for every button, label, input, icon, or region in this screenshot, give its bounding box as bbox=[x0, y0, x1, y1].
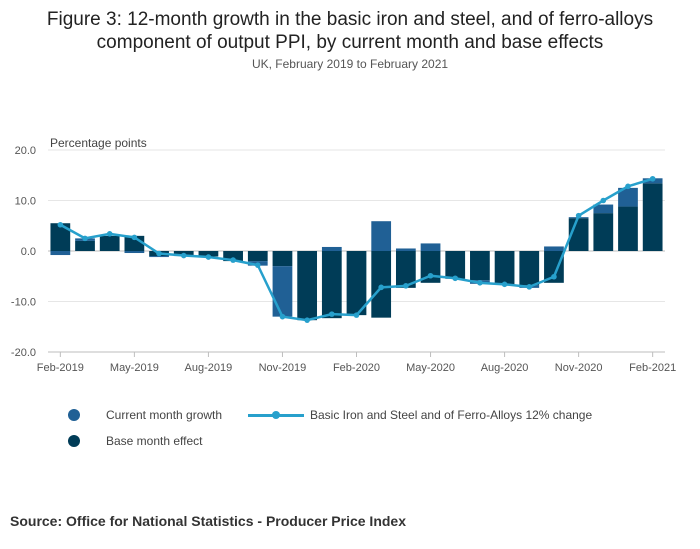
line-point bbox=[353, 312, 360, 318]
line-point bbox=[649, 175, 656, 182]
bar-current-month bbox=[593, 204, 614, 214]
legend-line-swatch bbox=[248, 411, 304, 419]
bar-base-month bbox=[618, 206, 638, 251]
line-point bbox=[254, 262, 261, 268]
legend-line-series[interactable]: Basic Iron and Steel and of Ferro-Alloys… bbox=[248, 408, 592, 422]
y-tick-label: 0.0 bbox=[21, 246, 36, 258]
legend-current-swatch bbox=[68, 409, 80, 421]
x-tick-label: Nov-2020 bbox=[555, 362, 603, 374]
bar-base-month bbox=[223, 251, 243, 262]
line-point bbox=[427, 272, 434, 279]
bar-base-month bbox=[420, 251, 441, 283]
bar-base-month bbox=[247, 251, 268, 262]
bar-base-month bbox=[470, 251, 490, 281]
bar-current-month bbox=[420, 243, 441, 251]
bar-base-month bbox=[272, 251, 293, 267]
bar-base-month bbox=[593, 213, 614, 251]
bar-base-month bbox=[445, 251, 466, 279]
y-axis-label: Percentage points bbox=[50, 136, 147, 150]
line-point bbox=[304, 317, 310, 323]
line-point bbox=[452, 275, 459, 282]
y-tick-label: -10.0 bbox=[11, 297, 36, 309]
line-point bbox=[230, 257, 236, 263]
x-tick-label: May-2020 bbox=[406, 362, 455, 374]
x-tick-label: Feb-2021 bbox=[629, 362, 676, 374]
bar-base-month bbox=[371, 251, 392, 318]
x-tick-label: Aug-2020 bbox=[481, 362, 529, 374]
line-point bbox=[82, 235, 88, 242]
line-point bbox=[600, 197, 607, 204]
line-point bbox=[180, 252, 187, 259]
line-point bbox=[156, 250, 162, 257]
legend-current-month[interactable]: Current month growth bbox=[68, 408, 222, 422]
bar-base-month bbox=[395, 251, 416, 288]
chart-title: Figure 3: 12-month growth in the basic i… bbox=[0, 8, 700, 54]
line-point bbox=[477, 280, 483, 286]
y-tick-label: 20.0 bbox=[15, 145, 36, 157]
line-point bbox=[378, 284, 384, 291]
chart-title-line-1: Figure 3: 12-month growth in the basic i… bbox=[46, 9, 654, 30]
bar-current-month bbox=[371, 221, 392, 251]
chart-title-line-2: component of output PPI, by current mont… bbox=[96, 32, 604, 53]
line-point bbox=[279, 313, 286, 320]
legend-base-label: Base month effect bbox=[106, 434, 203, 448]
line-point bbox=[131, 234, 138, 241]
y-axis-ticks: 20.0 10.0 0.0 -10.0 -20.0 bbox=[11, 145, 36, 359]
bar-base-month bbox=[642, 183, 663, 251]
bar-current-month bbox=[124, 251, 145, 254]
x-tick-label: Nov-2019 bbox=[259, 362, 307, 374]
line-point bbox=[526, 284, 533, 290]
bar-base-month bbox=[544, 251, 564, 283]
bar-base-month bbox=[519, 251, 540, 286]
x-axis: Feb-2019 May-2019 Aug-2019 Nov-2019 Feb-2020… bbox=[37, 351, 676, 374]
bar-current-month bbox=[395, 248, 416, 251]
bar-current-month bbox=[618, 187, 638, 207]
line-point bbox=[501, 281, 508, 288]
legend-base-swatch bbox=[68, 435, 80, 447]
line-point bbox=[575, 212, 582, 219]
bar-current-month bbox=[272, 266, 293, 317]
bar-current-month bbox=[321, 246, 342, 251]
line-point bbox=[329, 311, 335, 317]
source-note: Source: Office for National Statistics -… bbox=[10, 513, 406, 529]
line-point bbox=[205, 254, 212, 260]
bar-current-month bbox=[544, 246, 564, 251]
x-tick-label: Feb-2020 bbox=[333, 362, 380, 374]
line-series bbox=[57, 175, 656, 323]
legend-base-month[interactable]: Base month effect bbox=[68, 434, 203, 448]
line-point bbox=[57, 221, 64, 228]
bar-base-month bbox=[50, 223, 71, 251]
line-point bbox=[551, 273, 557, 280]
bar-current-month bbox=[50, 251, 71, 256]
bar-base-month bbox=[75, 240, 95, 251]
y-tick-label: -20.0 bbox=[11, 347, 36, 359]
legend-line-label: Basic Iron and Steel and of Ferro-Alloys… bbox=[310, 408, 593, 422]
bar-base-month bbox=[99, 235, 120, 251]
bar-base-month bbox=[297, 251, 318, 321]
bar-base-month bbox=[494, 251, 515, 285]
x-tick-label: May-2019 bbox=[110, 362, 159, 374]
line-point bbox=[625, 183, 631, 190]
bar-current-month bbox=[149, 256, 169, 258]
bar-base-month bbox=[198, 251, 219, 257]
y-tick-label: 10.0 bbox=[15, 196, 36, 208]
legend-current-label: Current month growth bbox=[106, 408, 223, 422]
bars bbox=[50, 178, 663, 321]
chart-subtitle: UK, February 2019 to February 2021 bbox=[251, 57, 449, 71]
line-point bbox=[106, 231, 113, 237]
line-point bbox=[403, 283, 409, 289]
bar-base-month bbox=[321, 251, 342, 319]
x-tick-label: Feb-2019 bbox=[37, 362, 84, 374]
x-tick-label: Aug-2019 bbox=[185, 362, 233, 374]
bar-base-month bbox=[346, 251, 367, 316]
